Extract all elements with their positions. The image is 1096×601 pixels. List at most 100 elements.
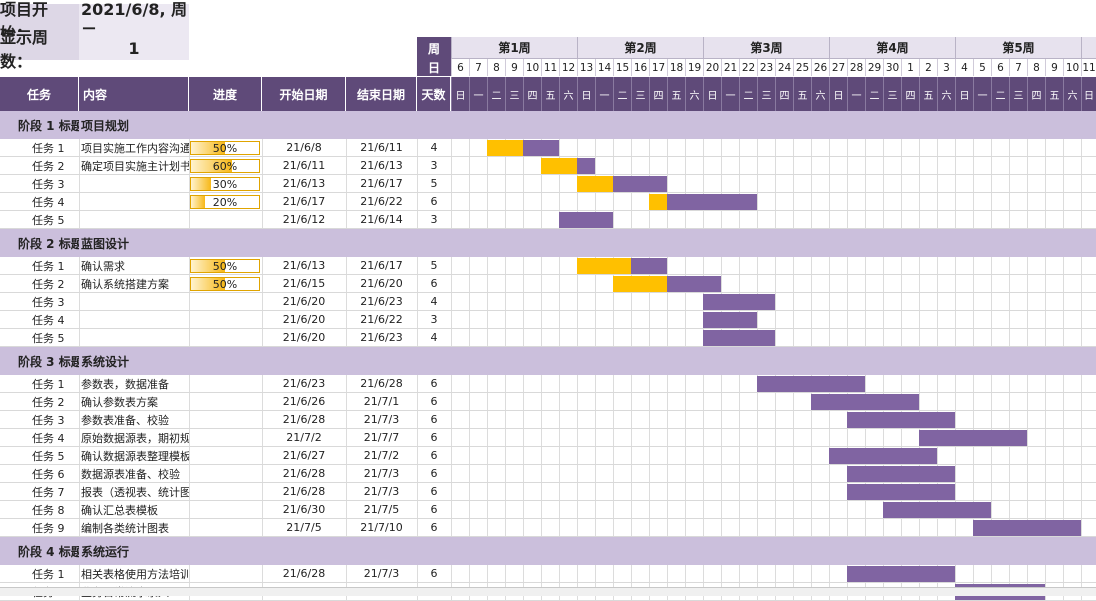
task-name[interactable]: 任务 5 bbox=[32, 449, 65, 463]
task-start-date[interactable]: 21/6/15 bbox=[282, 277, 326, 290]
sheet-tab-bar[interactable] bbox=[0, 587, 1096, 596]
task-days[interactable]: 6 bbox=[430, 467, 438, 480]
task-content[interactable]: 确认数据源表整理模板 bbox=[81, 449, 189, 463]
task-start-date[interactable]: 21/6/11 bbox=[282, 159, 326, 172]
task-end-date[interactable]: 21/7/7 bbox=[363, 431, 400, 444]
task-name[interactable]: 任务 4 bbox=[32, 313, 65, 327]
task-days[interactable]: 5 bbox=[430, 177, 438, 190]
phase-content[interactable]: 系统运行 bbox=[81, 544, 130, 559]
task-start-date[interactable]: 21/6/28 bbox=[282, 413, 326, 426]
task-days[interactable]: 6 bbox=[430, 485, 438, 498]
task-name[interactable]: 任务 3 bbox=[32, 177, 65, 191]
task-end-date[interactable]: 21/7/5 bbox=[363, 503, 400, 516]
task-end-date[interactable]: 21/7/3 bbox=[363, 413, 400, 426]
task-name[interactable]: 任务 9 bbox=[32, 521, 65, 535]
task-start-date[interactable]: 21/6/20 bbox=[282, 331, 326, 344]
task-days[interactable]: 6 bbox=[430, 567, 438, 580]
task-content[interactable]: 参数表准备、校验 bbox=[81, 413, 169, 427]
task-end-date[interactable]: 21/6/28 bbox=[360, 377, 403, 390]
task-end-date[interactable]: 21/6/13 bbox=[360, 159, 403, 172]
task-start-date[interactable]: 21/6/20 bbox=[282, 313, 326, 326]
task-end-date[interactable]: 21/6/17 bbox=[360, 259, 403, 272]
task-end-date[interactable]: 21/6/20 bbox=[360, 277, 403, 290]
task-name[interactable]: 任务 3 bbox=[32, 295, 65, 309]
task-days[interactable]: 6 bbox=[430, 503, 438, 516]
col-header-progress[interactable]: 进度 bbox=[189, 77, 262, 111]
task-start-date[interactable]: 21/6/13 bbox=[282, 177, 326, 190]
task-name[interactable]: 任务 4 bbox=[32, 195, 65, 209]
task-end-date[interactable]: 21/7/2 bbox=[363, 449, 400, 462]
task-days[interactable]: 6 bbox=[430, 377, 438, 390]
task-content[interactable]: 相关表格使用方法培训 bbox=[81, 567, 189, 581]
task-start-date[interactable]: 21/6/30 bbox=[282, 503, 326, 516]
task-days[interactable]: 6 bbox=[430, 395, 438, 408]
task-days[interactable]: 4 bbox=[430, 141, 438, 154]
task-name[interactable]: 任务 2 bbox=[32, 159, 65, 173]
task-days[interactable]: 4 bbox=[430, 331, 438, 344]
task-content[interactable]: 原始数据源表，期初规范化 bbox=[81, 431, 189, 445]
task-name[interactable]: 任务 6 bbox=[32, 467, 65, 481]
col-header-end[interactable]: 结束日期 bbox=[346, 77, 417, 111]
col-header-content[interactable]: 内容 bbox=[79, 77, 189, 111]
task-days[interactable]: 6 bbox=[430, 449, 438, 462]
task-start-date[interactable]: 21/6/27 bbox=[282, 449, 326, 462]
task-start-date[interactable]: 21/6/8 bbox=[286, 141, 322, 154]
col-header-start[interactable]: 开始日期 bbox=[262, 77, 346, 111]
task-end-date[interactable]: 21/7/3 bbox=[363, 567, 400, 580]
task-content[interactable] bbox=[81, 211, 189, 228]
task-name[interactable]: 任务 1 bbox=[32, 259, 65, 273]
task-start-date[interactable]: 21/6/13 bbox=[282, 259, 326, 272]
task-content[interactable]: 确认参数表方案 bbox=[81, 395, 158, 409]
task-name[interactable]: 任务 2 bbox=[32, 395, 65, 409]
task-end-date[interactable]: 21/7/3 bbox=[363, 467, 400, 480]
task-days[interactable]: 6 bbox=[430, 413, 438, 426]
phase-content[interactable]: 项目规划 bbox=[81, 118, 130, 133]
task-name[interactable]: 任务 3 bbox=[32, 413, 65, 427]
task-end-date[interactable]: 21/6/11 bbox=[360, 141, 403, 154]
task-name[interactable]: 任务 7 bbox=[32, 485, 65, 499]
task-name[interactable]: 任务 8 bbox=[32, 503, 65, 517]
task-content[interactable]: 确认汇总表模板 bbox=[81, 503, 158, 517]
task-days[interactable]: 5 bbox=[430, 259, 438, 272]
task-start-date[interactable]: 21/7/2 bbox=[286, 431, 322, 444]
task-content[interactable]: 参数表，数据准备 bbox=[81, 377, 169, 391]
task-content[interactable] bbox=[81, 293, 189, 310]
task-name[interactable]: 任务 1 bbox=[32, 567, 65, 581]
task-end-date[interactable]: 21/6/22 bbox=[360, 195, 403, 208]
task-days[interactable]: 3 bbox=[430, 159, 438, 172]
task-name[interactable]: 任务 2 bbox=[32, 277, 65, 291]
task-start-date[interactable]: 21/6/28 bbox=[282, 485, 326, 498]
task-content[interactable]: 报表（透视表、统计图表）编制 bbox=[81, 485, 189, 499]
task-end-date[interactable]: 21/7/10 bbox=[360, 521, 403, 534]
task-start-date[interactable]: 21/6/20 bbox=[282, 295, 326, 308]
task-start-date[interactable]: 21/6/17 bbox=[282, 195, 326, 208]
task-content[interactable] bbox=[81, 193, 189, 210]
task-end-date[interactable]: 21/6/22 bbox=[360, 313, 403, 326]
task-content[interactable]: 确定项目实施主计划书 bbox=[81, 159, 189, 173]
task-content[interactable]: 确认系统搭建方案 bbox=[81, 277, 169, 291]
task-days[interactable]: 6 bbox=[430, 195, 438, 208]
task-days[interactable]: 6 bbox=[430, 277, 438, 290]
phase-content[interactable]: 蓝图设计 bbox=[81, 236, 130, 251]
task-content[interactable]: 项目实施工作内容沟通 bbox=[81, 141, 189, 155]
task-content[interactable]: 数据源表准备、校验 bbox=[81, 467, 180, 481]
col-header-days[interactable]: 天数 bbox=[417, 77, 451, 111]
task-days[interactable]: 3 bbox=[430, 213, 438, 226]
task-name[interactable]: 任务 1 bbox=[32, 377, 65, 391]
task-name[interactable]: 任务 4 bbox=[32, 431, 65, 445]
col-header-task[interactable]: 任务 bbox=[0, 77, 79, 111]
task-content[interactable] bbox=[81, 329, 189, 346]
task-days[interactable]: 6 bbox=[430, 521, 438, 534]
task-content[interactable] bbox=[81, 311, 189, 328]
task-end-date[interactable]: 21/6/23 bbox=[360, 295, 403, 308]
task-end-date[interactable]: 21/7/1 bbox=[363, 395, 400, 408]
task-start-date[interactable]: 21/6/28 bbox=[282, 467, 326, 480]
display-weeks-value[interactable]: 1 bbox=[79, 36, 189, 60]
task-start-date[interactable]: 21/6/28 bbox=[282, 567, 326, 580]
task-days[interactable]: 3 bbox=[430, 313, 438, 326]
task-end-date[interactable]: 21/6/23 bbox=[360, 331, 403, 344]
task-end-date[interactable]: 21/7/3 bbox=[363, 485, 400, 498]
task-start-date[interactable]: 21/6/26 bbox=[282, 395, 326, 408]
task-end-date[interactable]: 21/6/14 bbox=[360, 213, 403, 226]
task-content[interactable] bbox=[81, 175, 189, 192]
